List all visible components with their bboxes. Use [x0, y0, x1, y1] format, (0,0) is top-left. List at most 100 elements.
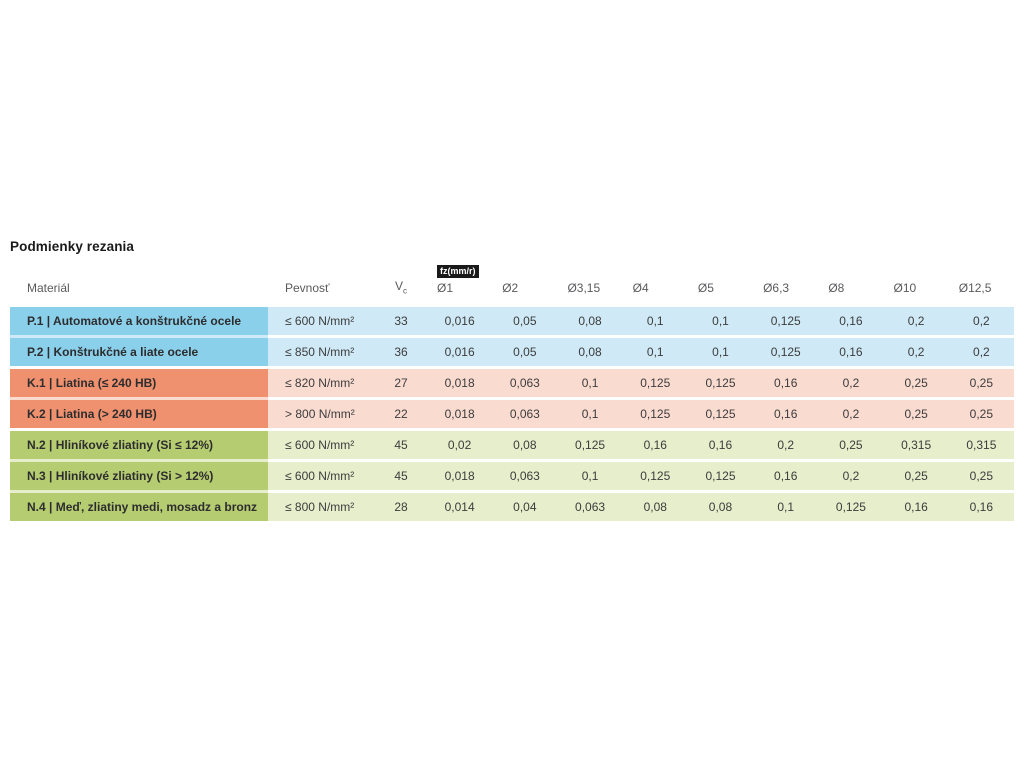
table-body: P.1 | Automatové a konštrukčné ocele ≤ 6…: [10, 307, 1014, 521]
row-separator: [10, 459, 1014, 462]
pevnost-cell: ≤ 820 N/mm²: [285, 376, 355, 390]
pevnost-cell: > 800 N/mm²: [285, 407, 355, 421]
row-separator: [10, 490, 1014, 493]
fz-value-cell: 0,1: [581, 469, 599, 483]
header-material: Materiál: [27, 281, 70, 295]
fz-value-cell: 0,016: [444, 314, 475, 328]
fz-value-cell: 0,125: [640, 469, 671, 483]
fz-value-cell: 0,2: [842, 407, 860, 421]
material-cell: P.1 | Automatové a konštrukčné ocele: [10, 307, 268, 335]
fz-value-cell: 0,315: [966, 438, 997, 452]
fz-value-cell: 0,014: [444, 500, 475, 514]
fz-value-cell: 0,25: [969, 407, 994, 421]
fz-value-cell: 0,25: [904, 469, 928, 483]
material-cell: K.2 | Liatina (> 240 HB): [10, 400, 268, 428]
fz-value-cell: 0,125: [705, 376, 736, 390]
fz-value-cell: 0,1: [646, 345, 664, 359]
fz-value-cell: 0,1: [712, 345, 729, 359]
pevnost-cell: ≤ 850 N/mm²: [285, 345, 355, 359]
fz-value-cell: 0,05: [513, 345, 537, 359]
material-cell: N.4 | Meď, zliatiny medi, mosadz a bronz: [10, 493, 268, 521]
header-vc-main: V: [394, 278, 403, 293]
fz-value-cell: 0,018: [444, 376, 475, 390]
fz-value-cell: 0,16: [774, 407, 798, 421]
fz-value-cell: 0,08: [513, 438, 537, 452]
fz-value-cell: 0,2: [777, 438, 795, 452]
cutting-conditions-table: Materiál Pevnosť Vc fz(mm/r) Ø1 Ø2 Ø3,15…: [10, 262, 1014, 521]
header-diameter-label: Ø1: [437, 281, 454, 295]
table-row-n3: N.3 | Hliníkové zliatiny (Si > 12%) ≤ 60…: [10, 462, 1014, 490]
fz-value-cell: 0,02: [447, 438, 472, 452]
fz-value-cell: 0,16: [708, 438, 733, 452]
vc-cell: 28: [394, 500, 408, 514]
material-cell: N.2 | Hliníkové zliatiny (Si ≤ 12%): [10, 431, 268, 459]
material-cell: P.2 | Konštrukčné a liate ocele: [10, 338, 268, 366]
table-header-row: Materiál Pevnosť Vc fz(mm/r) Ø1 Ø2 Ø3,15…: [10, 262, 1014, 300]
fz-value-cell: 0,05: [513, 314, 537, 328]
fz-value-cell: 0,063: [509, 469, 540, 483]
fz-value-cell: 0,063: [575, 500, 606, 514]
fz-value-cell: 0,2: [842, 376, 860, 390]
fz-value-cell: 0,125: [640, 407, 671, 421]
fz-value-cell: 0,125: [575, 438, 606, 452]
vc-cell: 33: [394, 314, 408, 328]
table-row-k2: K.2 | Liatina (> 240 HB) > 800 N/mm² 22 …: [10, 400, 1014, 428]
table-row-p2: P.2 | Konštrukčné a liate ocele ≤ 850 N/…: [10, 338, 1014, 366]
fz-value-cell: 0,08: [643, 500, 667, 514]
fz-value-cell: 0,1: [581, 376, 599, 390]
vc-cell: 22: [394, 407, 408, 421]
fz-value-cell: 0,08: [708, 500, 733, 514]
fz-value-cell: 0,1: [581, 407, 599, 421]
fz-value-cell: 0,2: [973, 345, 990, 359]
fz-value-cell: 0,16: [774, 469, 798, 483]
fz-value-cell: 0,08: [578, 345, 602, 359]
fz-value-cell: 0,1: [646, 314, 664, 328]
fz-value-cell: 0,018: [444, 407, 475, 421]
fz-value-cell: 0,125: [705, 469, 736, 483]
table-row-n2: N.2 | Hliníkové zliatiny (Si ≤ 12%) ≤ 60…: [10, 431, 1014, 459]
row-separator: [10, 335, 1014, 338]
header-diameter-1: fz(mm/r) Ø1: [427, 263, 492, 300]
fz-value-cell: 0,25: [904, 376, 928, 390]
pevnost-cell: ≤ 600 N/mm²: [285, 469, 355, 483]
fz-value-cell: 0,08: [578, 314, 602, 328]
material-cell: N.3 | Hliníkové zliatiny (Si > 12%): [10, 462, 268, 490]
fz-value-cell: 0,2: [973, 314, 990, 328]
fz-value-cell: 0,16: [839, 314, 863, 328]
row-separator: [10, 366, 1014, 369]
header-diameter-2: Ø2: [502, 281, 519, 295]
header-diameter-3: Ø3,15: [567, 281, 601, 295]
row-separator: [10, 397, 1014, 400]
fz-value-cell: 0,125: [705, 407, 736, 421]
fz-value-cell: 0,25: [969, 376, 994, 390]
table-row-p1: P.1 | Automatové a konštrukčné ocele ≤ 6…: [10, 307, 1014, 335]
row-separator: [10, 428, 1014, 431]
header-vc-sub: c: [403, 286, 407, 295]
fz-value-cell: 0,125: [770, 345, 801, 359]
fz-value-cell: 0,2: [907, 345, 925, 359]
header-diameter-8: Ø10: [893, 281, 917, 295]
fz-value-cell: 0,125: [770, 314, 801, 328]
header-vc: Vc: [375, 279, 427, 300]
fz-value-cell: 0,25: [904, 407, 928, 421]
fz-value-cell: 0,1: [777, 500, 795, 514]
table-row-k1: K.1 | Liatina (≤ 240 HB) ≤ 820 N/mm² 27 …: [10, 369, 1014, 397]
header-diameter-7: Ø8: [828, 281, 845, 295]
fz-value-cell: 0,2: [907, 314, 925, 328]
fz-value-cell: 0,125: [835, 500, 866, 514]
fz-value-cell: 0,016: [444, 345, 475, 359]
fz-value-cell: 0,018: [444, 469, 475, 483]
header-diameter-6: Ø6,3: [763, 281, 790, 295]
fz-value-cell: 0,125: [640, 376, 671, 390]
pevnost-cell: ≤ 600 N/mm²: [285, 438, 355, 452]
fz-value-cell: 0,16: [643, 438, 667, 452]
fz-value-cell: 0,315: [901, 438, 932, 452]
fz-unit-badge: fz(mm/r): [437, 265, 479, 278]
fz-value-cell: 0,16: [774, 376, 798, 390]
fz-value-cell: 0,16: [839, 345, 863, 359]
table-row-n4: N.4 | Meď, zliatiny medi, mosadz a bronz…: [10, 493, 1014, 521]
vc-cell: 36: [394, 345, 408, 359]
fz-value-cell: 0,1: [712, 314, 729, 328]
fz-value-cell: 0,25: [969, 469, 994, 483]
